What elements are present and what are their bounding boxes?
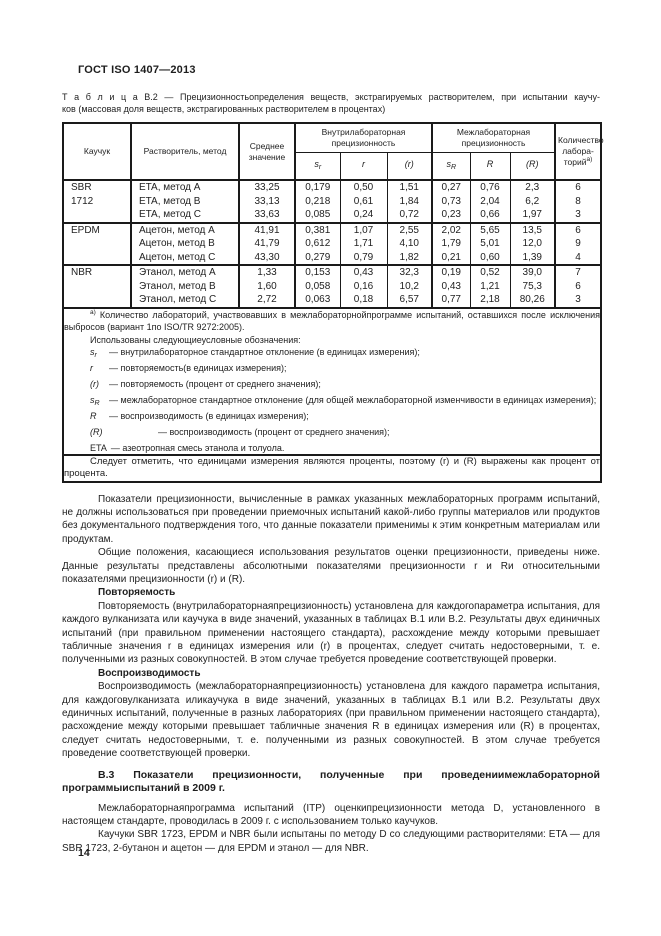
doc-header-code: ГОСТ ISO 1407—2013: [78, 64, 196, 76]
table-header-row: Каучук Растворитель, метод Среднее значе…: [62, 122, 604, 181]
footnote-line-r-rel: (r) — повторяемость (процент от среднего …: [90, 378, 321, 389]
paragraph-general: Общие положения, касающиеся использовани…: [62, 547, 600, 585]
section-heading-b3: В.3 Показатели прецизионности, полученны…: [62, 768, 600, 795]
cell-solvent: Этанол, метод A Этанол, метод B Этанол, ме…: [130, 264, 240, 308]
table-footnote-row: а) Количество лабораторий, участвовавших…: [62, 306, 602, 455]
col-header-solvent: Растворитель, метод: [130, 122, 240, 181]
cell-rubber: SBR 1712: [62, 179, 132, 223]
cell-rubber: EPDM: [62, 221, 132, 266]
cell-rubber: NBR: [62, 264, 132, 308]
table-caption-line1: Т а б л и ц а В.2 — Прецизионностьопреде…: [62, 92, 600, 102]
cell-mean: 41,91 41,79 43,30: [238, 221, 296, 266]
table-caption: Т а б л и ц а В.2 — Прецизионностьопреде…: [62, 91, 600, 115]
cell-r: 1,07 1,71 0,79: [339, 221, 388, 266]
table-note: Следует отметить, что единицами измерени…: [62, 453, 602, 482]
page-content: ГОСТ ISO 1407—2013 Т а б л и ц а В.2 — П…: [62, 64, 604, 856]
footnote-line-R-rel: (R) — воспроизводимость (процент от средн…: [90, 426, 390, 437]
cell-R: 0,76 2,04 0,66: [469, 179, 511, 223]
paragraph-precision-use: Показатели прецизионности, вычисленные в…: [62, 493, 600, 545]
cell-R-rel: 2,3 6,2 1,97: [509, 179, 556, 223]
page-number: 14: [78, 847, 90, 859]
footnote-line-sr: sr — внутрилабораторное стандартное откло…: [90, 346, 420, 359]
col-header-inter: Межлабораторная прецизионность: [430, 122, 556, 153]
table-group-epdm: EPDM Ацетон, метод A Ацетон, метод B Ацето…: [62, 221, 602, 266]
footnote-line-eta: ETA — азеотропная смесь этанола и толуола…: [90, 442, 285, 453]
footnote-marker: а): [90, 308, 96, 316]
precision-table: Каучук Растворитель, метод Среднее значе…: [62, 122, 604, 483]
paragraph-itp-2009: Межлабораторнаяпрограмма испытаний (ITP)…: [62, 802, 601, 828]
col-header-r: r: [339, 152, 388, 181]
table-note-row: Следует отметить, что единицами измерени…: [62, 453, 602, 482]
cell-R-rel: 13,5 12,0 1,39: [509, 221, 556, 266]
col-header-labs: Количество лабора- торийа): [554, 122, 604, 181]
footnote-line-R: R — воспроизводимость (в единицах измерен…: [90, 410, 309, 421]
table-subheader-row: sr r (r) sR R (R): [63, 152, 601, 181]
col-header-intra: Внутрилабораторная прецизионность: [294, 122, 433, 153]
subheading-repeatability: Повторяемость: [98, 587, 176, 599]
col-header-R-rel: (R): [509, 152, 556, 181]
table-footnote: а) Количество лабораторий, участвовавших…: [62, 306, 602, 455]
cell-sR: 0,27 0,73 0,23: [431, 179, 471, 223]
cell-sR: 0,19 0,43 0,77: [431, 264, 471, 308]
cell-R: 5,65 5,01 0,60: [469, 221, 511, 266]
col-header-rubber: Каучук: [62, 122, 132, 181]
cell-sr: 0,381 0,612 0,279: [294, 221, 341, 266]
cell-r: 0,43 0,16 0,18: [339, 264, 388, 308]
cell-r-rel: 1,51 1,84 0,72: [386, 179, 433, 223]
cell-r-rel: 32,3 10,2 6,57: [386, 264, 433, 308]
col-header-mean: Среднее значение: [238, 122, 296, 181]
col-header-sR: sR: [431, 152, 471, 181]
subheading-reproducibility: Воспроизводимость: [98, 667, 201, 679]
paragraph-reproducibility: Воспроизводимость (межлабораторнаяпрециз…: [62, 681, 600, 760]
footnote-marker-ref: а): [586, 156, 593, 164]
col-header-sr: sr: [294, 152, 341, 181]
cell-sr: 0,153 0,058 0,063: [294, 264, 341, 308]
paragraph-repeatability: Повторяемость (внутрилабораторнаяпрецизи…: [62, 600, 600, 666]
cell-solvent: Ацетон, метод A Ацетон, метод B Ацетон, ме…: [130, 221, 240, 266]
table-group-nbr: NBR Этанол, метод A Этанол, метод B Этанол…: [62, 264, 602, 308]
cell-sR: 2,02 1,79 0,21: [431, 221, 471, 266]
col-header-R: R: [469, 152, 511, 181]
footnote-line-sR: sR — межлабораторное стандартное отклонен…: [90, 394, 597, 407]
table-group-sbr: SBR 1712 ETA, метод A ETA, метод B ETA, мет…: [62, 179, 602, 223]
cell-sr: 0,179 0,218 0,085: [294, 179, 341, 223]
col-header-r-rel: (r): [386, 152, 433, 181]
cell-solvent: ETA, метод A ETA, метод B ETA, метод C: [130, 179, 240, 223]
cell-r: 0,50 0,61 0,24: [339, 179, 388, 223]
footnote-intro: Использованы следующиеусловные обозначен…: [90, 334, 301, 345]
cell-r-rel: 2,55 4,10 1,82: [386, 221, 433, 266]
cell-R: 0,52 1,21 2,18: [469, 264, 511, 308]
cell-mean: 33,25 33,13 33,63: [238, 179, 296, 223]
cell-R-rel: 39,0 75,3 80,26: [509, 264, 556, 308]
cell-mean: 1,33 1,60 2,72: [238, 264, 296, 308]
table-caption-line2: ков (массовая доля веществ, экстрагирова…: [62, 104, 386, 114]
footnote-line-r: r — повторяемость(в единицах измерения);: [90, 362, 287, 373]
body-text: Показатели прецизионности, вычисленные в…: [62, 493, 600, 856]
paragraph-rubbers-tested: Каучуки SBR 1723, EPDM и NBR были испыта…: [62, 829, 600, 854]
